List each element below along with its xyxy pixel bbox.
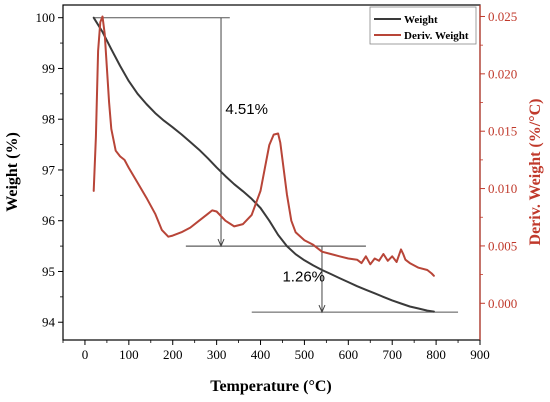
y-right-tick-label: 0.015: [488, 124, 517, 139]
x-tick-label: 700: [382, 347, 402, 362]
deriv-weight-series-line: [92, 15, 435, 277]
x-tick-label: 800: [426, 347, 446, 362]
y-left-tick-label: 98: [42, 112, 55, 127]
legend-label-weight: Weight: [404, 14, 438, 26]
y-right-tick-label: 0.020: [488, 66, 517, 81]
legend: Weight Deriv. Weight: [369, 6, 477, 45]
y-left-tick-label: 100: [36, 10, 56, 25]
weight-series-line: [92, 16, 435, 313]
y-left-tick-label: 97: [42, 162, 56, 177]
annotation-arrow-head: [318, 304, 326, 314]
y-right-tick-label: 0.025: [488, 9, 517, 24]
legend-label-deriv-weight: Deriv. Weight: [404, 30, 469, 42]
plot-frame: [62, 4, 481, 341]
y-left-tick-label: 96: [42, 213, 56, 228]
legend-box: [369, 6, 477, 45]
y-right-tick-label: 0.010: [488, 181, 517, 196]
y-axis-left: 94 95 96 97 98 99 100: [36, 10, 63, 330]
y-left-tick-label: 95: [42, 264, 55, 279]
y-right-tick-label: 0.005: [488, 238, 517, 253]
y-right-axis-title: Deriv. Weight (%/°C): [527, 99, 544, 246]
x-tick-label: 500: [295, 347, 315, 362]
annotation-label: 4.51%: [225, 101, 268, 118]
y-right-tick-label: 0.000: [488, 296, 517, 311]
x-tick-label: 900: [470, 347, 490, 362]
x-tick-label: 0: [82, 347, 89, 362]
annotations: 4.51% 1.26%: [93, 17, 459, 314]
x-tick-label: 300: [207, 347, 227, 362]
y-axis-right: 0.000 0.005 0.010 0.015 0.020 0.025: [479, 5, 517, 340]
x-tick-label: 100: [119, 347, 139, 362]
x-tick-label: 400: [251, 347, 271, 362]
x-tick-label: 600: [339, 347, 359, 362]
y-left-tick-label: 99: [42, 61, 55, 76]
x-axis: 0 100 200 300 400 500 600 700 800 900: [62, 340, 490, 362]
y-left-tick-label: 94: [42, 315, 56, 330]
y-left-axis-title: Weight (%): [4, 132, 21, 212]
annotation-label: 1.26%: [282, 269, 325, 286]
series-layer: [92, 15, 435, 313]
x-axis-title: Temperature (°C): [210, 378, 331, 395]
x-tick-label: 200: [163, 347, 183, 362]
